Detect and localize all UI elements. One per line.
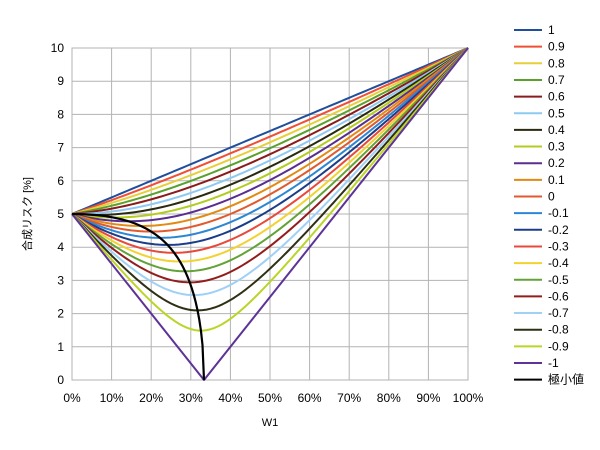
- legend-label: -0.1: [548, 206, 569, 220]
- legend-label: 0.7: [548, 73, 565, 87]
- y-tick-label: 10: [51, 41, 65, 55]
- legend-label: 0.8: [548, 56, 565, 70]
- y-axis-title: 合成リスク [%]: [20, 177, 34, 251]
- legend-label: 0.5: [548, 106, 565, 120]
- legend: 1 0.9 0.8 0.7 0.6 0.5 0.4 0.3 0.2 0.1 0 -0.1 -0.2 -0.…: [514, 23, 584, 387]
- series-line: [71, 47, 469, 215]
- legend-label: -0.4: [548, 256, 569, 270]
- y-tick-label: 1: [57, 340, 64, 354]
- series-line: [71, 47, 469, 233]
- legend-label: -0.9: [548, 339, 569, 353]
- x-tick-label: 100%: [453, 391, 484, 405]
- series-line: [71, 47, 469, 297]
- x-tick-label: 40%: [218, 391, 242, 405]
- legend-label: 1: [548, 23, 555, 37]
- axes: W1 合成リスク [%] 0% 10% 20% 30% 40% 50% 60% 70% 80% 9…: [20, 41, 484, 429]
- legend-label: 0.9: [548, 40, 565, 54]
- y-tick-label: 0: [57, 373, 64, 387]
- series-line: [71, 47, 469, 312]
- series-line: [71, 47, 469, 284]
- y-tick-label: 6: [57, 174, 64, 188]
- minimum-series-line: [71, 212, 206, 381]
- x-tick-label: 50%: [258, 391, 282, 405]
- y-tick-label: 4: [57, 240, 64, 254]
- legend-label: 0.3: [548, 140, 565, 154]
- legend-label: -0.6: [548, 289, 569, 303]
- series-line: [71, 47, 469, 246]
- series-line: [71, 47, 469, 215]
- legend-label: 0.2: [548, 156, 565, 170]
- legend-label: -1: [548, 356, 559, 370]
- x-tick-label: 10%: [100, 391, 124, 405]
- x-tick-label: 20%: [139, 391, 163, 405]
- legend-label: -0.2: [548, 223, 569, 237]
- legend-label: 0.4: [548, 123, 565, 137]
- series-line: [71, 47, 469, 273]
- series-lines: [71, 47, 469, 381]
- legend-label: -0.8: [548, 323, 569, 337]
- x-tick-label: 80%: [377, 391, 401, 405]
- series-line: [71, 47, 469, 216]
- series-line: [71, 47, 469, 215]
- y-tick-label: 5: [57, 207, 64, 221]
- series-line: [71, 47, 469, 263]
- series-line: [71, 47, 469, 254]
- y-tick-label: 2: [57, 307, 64, 321]
- y-tick-label: 3: [57, 273, 64, 287]
- legend-label: -0.5: [548, 273, 569, 287]
- x-tick-label: 60%: [298, 391, 322, 405]
- series-line: [71, 47, 469, 219]
- y-tick-label: 8: [57, 107, 64, 121]
- series-line: [71, 47, 469, 215]
- series-line: [71, 47, 469, 223]
- legend-label: -0.3: [548, 239, 569, 253]
- y-tick-label: 9: [57, 74, 64, 88]
- x-tick-label: 0%: [63, 391, 81, 405]
- x-tick-label: 70%: [337, 391, 361, 405]
- legend-label: 0: [548, 190, 555, 204]
- legend-label: 0.6: [548, 90, 565, 104]
- series-line: [71, 47, 469, 239]
- legend-label: -0.7: [548, 306, 569, 320]
- legend-label: 0.1: [548, 173, 565, 187]
- x-tick-label: 30%: [179, 391, 203, 405]
- x-axis-title: W1: [262, 417, 279, 429]
- x-tick-label: 90%: [416, 391, 440, 405]
- y-tick-label: 7: [57, 141, 64, 155]
- legend-label: 極小値: [548, 372, 584, 387]
- series-line: [71, 47, 469, 332]
- series-line: [71, 47, 469, 215]
- series-line: [71, 47, 469, 215]
